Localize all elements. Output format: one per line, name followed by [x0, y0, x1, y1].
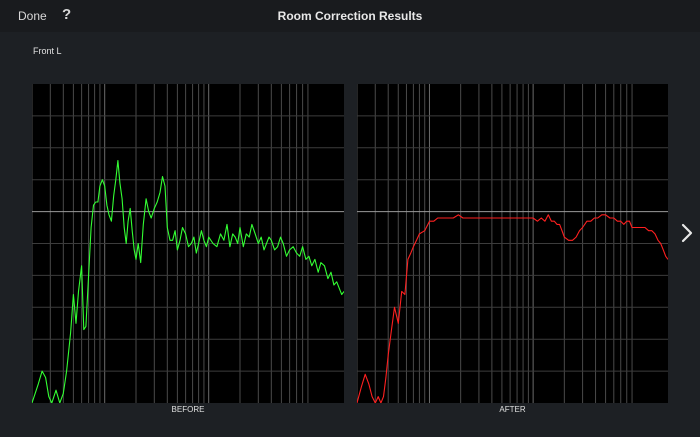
after-grid: [357, 84, 668, 403]
before-response-curve: [32, 160, 344, 403]
before-grid: [32, 84, 344, 403]
done-button[interactable]: Done: [18, 9, 47, 23]
before-chart: [32, 84, 344, 403]
top-bar: Done ? Room Correction Results: [0, 0, 700, 32]
next-button[interactable]: [676, 218, 698, 248]
chevron-right-icon: [681, 223, 693, 243]
after-chart-svg: [357, 84, 668, 403]
page-title: Room Correction Results: [277, 9, 423, 23]
speaker-label: Front L: [33, 46, 62, 56]
after-chart-caption: AFTER: [499, 405, 526, 414]
after-chart: [357, 84, 668, 403]
before-chart-svg: [32, 84, 344, 403]
help-button[interactable]: ?: [62, 6, 72, 23]
after-response-curve: [357, 214, 668, 403]
before-chart-caption: BEFORE: [171, 405, 205, 414]
